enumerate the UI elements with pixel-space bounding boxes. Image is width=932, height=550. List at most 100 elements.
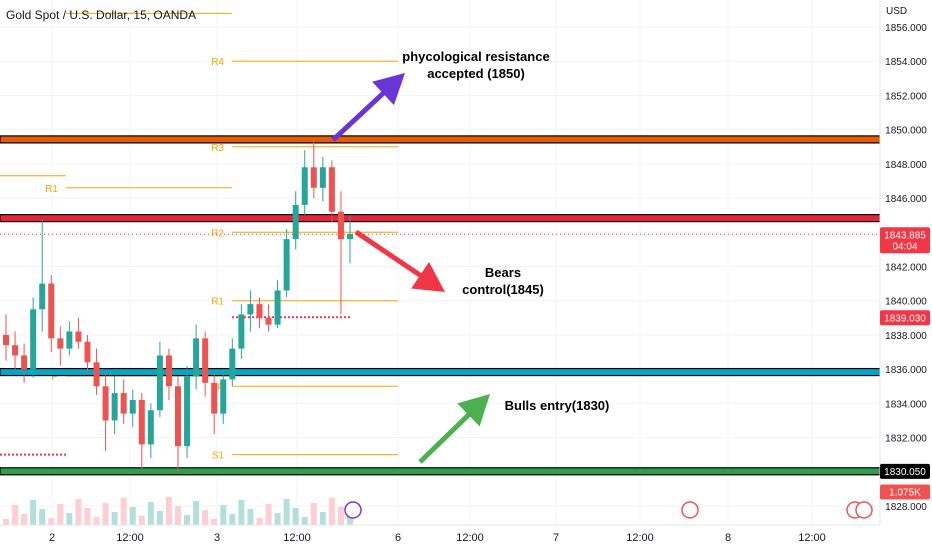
volume-bar (256, 518, 263, 525)
volume-bar (337, 507, 344, 525)
volume-bar (265, 504, 272, 525)
candle-body (347, 233, 353, 240)
x-tick-label: 2 (49, 532, 55, 544)
x-tick-label: 8 (725, 532, 731, 544)
volume-bar (147, 502, 154, 525)
candle-body (30, 309, 37, 370)
candle-body (301, 167, 308, 205)
bulls-annotation: Bulls entry(1830) (504, 398, 610, 413)
lightning-icon[interactable] (344, 501, 362, 519)
volume-bar (129, 507, 136, 525)
candle-body (274, 290, 281, 325)
bears-band (0, 214, 881, 223)
volume-bar (12, 505, 19, 525)
volume-bar (319, 512, 326, 525)
price-tag-bg (880, 484, 930, 500)
volume-bar (39, 509, 46, 525)
candle-body (120, 393, 127, 414)
pivot-label: R4 (211, 57, 224, 68)
y-tick-label: 1854.000 (885, 57, 927, 68)
volume-bar (156, 511, 163, 525)
price-tag-bg (880, 310, 930, 326)
volume-bar (84, 508, 91, 525)
pivot-label: R3 (211, 143, 224, 154)
volume-bar (138, 516, 145, 525)
volume-bar (57, 504, 64, 525)
volume-bar (111, 512, 118, 525)
volume-bar (310, 503, 317, 525)
pivot-label: S1 (212, 451, 225, 462)
volume-bar (274, 513, 281, 525)
volume-bar (3, 519, 9, 525)
candle-body (220, 379, 227, 414)
candle-body (193, 338, 200, 376)
candle-body (156, 355, 163, 411)
candle-body (138, 399, 145, 445)
candle-body (247, 304, 254, 315)
volume-bar (220, 505, 227, 525)
support-band (0, 467, 881, 476)
candle-body (319, 167, 326, 188)
y-tick-label: 1850.000 (885, 126, 927, 137)
volume-bar (120, 498, 127, 525)
candle-body (12, 345, 19, 356)
volume-bar (301, 517, 308, 525)
volume-bar (102, 503, 109, 525)
zone-bands (0, 135, 881, 476)
price-tag-label: 1839.030 (884, 313, 926, 324)
candle-body (310, 167, 317, 188)
bulls-band (0, 367, 881, 377)
candles (3, 139, 353, 472)
volume-bar (93, 517, 100, 525)
candle-body (21, 355, 28, 370)
y-tick-label: 1856.000 (885, 23, 927, 34)
candle-body (147, 410, 154, 445)
flag-icon[interactable] (855, 501, 873, 519)
bears-annotation: Bears control(1845) (462, 265, 544, 297)
volume-bar (238, 500, 245, 525)
resistance-annotation: phycological resistance accepted (1850) (402, 49, 550, 81)
y-tick-label: 1834.000 (885, 399, 927, 410)
candle-body (283, 239, 290, 291)
y-tick-label: 1852.000 (885, 91, 927, 102)
x-tick-label: 12:00 (456, 532, 484, 544)
x-tick-label: 12:00 (283, 532, 311, 544)
volume-bar (247, 509, 254, 525)
candle-body (66, 331, 73, 349)
pivot-levels: R4R3R2R1PS1R1P (0, 12, 398, 470)
candle-body (256, 304, 263, 318)
green-arrow (418, 394, 490, 464)
candle-body (184, 375, 191, 447)
volume-bar (229, 514, 236, 525)
volume-bar (30, 500, 37, 525)
x-tick-label: 12:00 (116, 532, 144, 544)
price-tag-label: 1843.885 (884, 230, 926, 241)
y-tick-label: 1828.000 (885, 502, 927, 513)
price-tag-time: 04:04 (892, 241, 917, 252)
currency-label: USD (886, 6, 908, 17)
price-axis-bg (880, 0, 932, 550)
candle-body (238, 314, 245, 349)
volume-bar (48, 518, 55, 525)
annotation-arrows (331, 73, 490, 464)
y-tick-label: 1840.000 (885, 297, 927, 308)
candle-body (175, 386, 181, 447)
y-tick-label: 1836.000 (885, 365, 927, 376)
volume-bar (184, 515, 191, 525)
candle-body (39, 283, 46, 310)
x-tick-label: 12:00 (626, 532, 654, 544)
price-tag-label: 1830.050 (884, 467, 926, 478)
flag-icon[interactable] (681, 501, 699, 519)
volume-bar (292, 508, 299, 525)
candle-body (292, 204, 299, 240)
prev-pivot-label: R1 (45, 184, 58, 195)
prev-pivot-label: P (51, 372, 58, 383)
x-tick-label: 12:00 (798, 532, 826, 544)
candle-body (211, 382, 218, 414)
candle-body (48, 283, 55, 339)
candle-body (229, 348, 236, 380)
volume-bar (75, 499, 82, 525)
